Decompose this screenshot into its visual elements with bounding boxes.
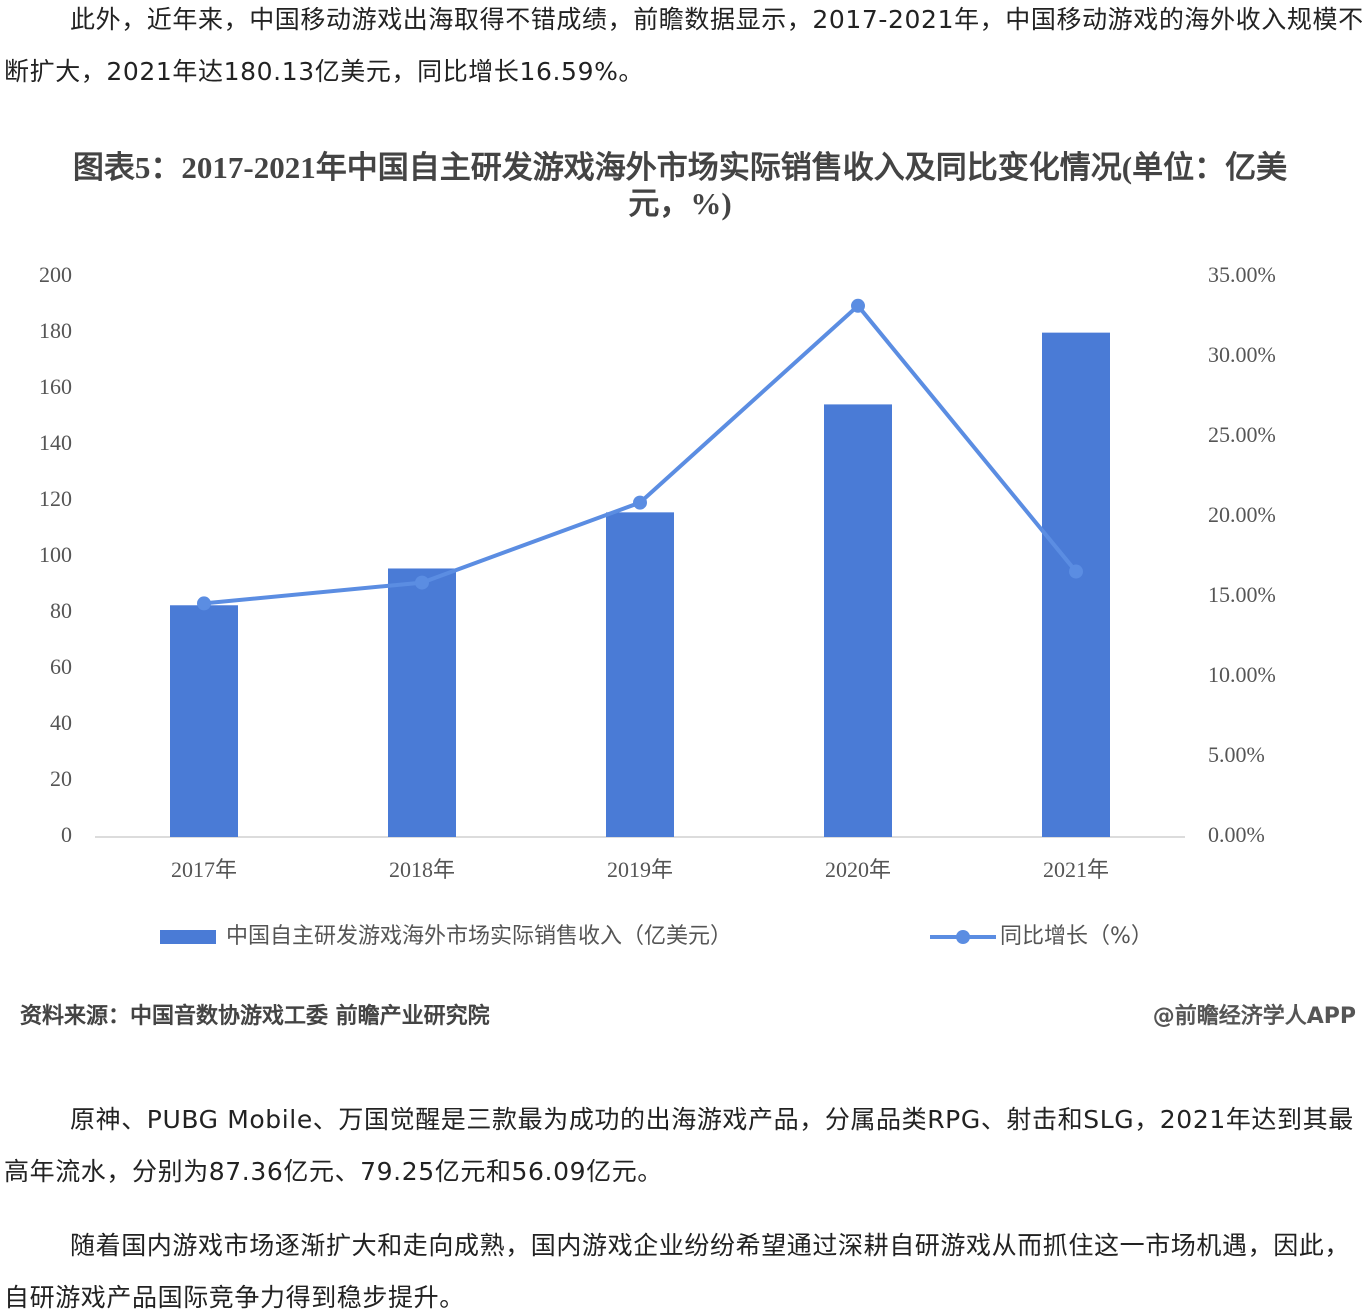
line-point xyxy=(415,575,429,590)
x-tick-label: 2018年 xyxy=(389,857,455,882)
paragraph: 随着国内游戏市场逐渐扩大和走向成熟，国内游戏企业纷纷希望通过深耕自研游戏从而抓住… xyxy=(4,1231,1351,1312)
y2-tick-label: 25.00% xyxy=(1208,422,1276,447)
y2-tick-label: 15.00% xyxy=(1208,582,1276,607)
paragraph: 此外，近年来，中国移动游戏出海取得不错成绩，前瞻数据显示，2017-2021年，… xyxy=(4,5,1364,86)
legend-swatch xyxy=(956,930,970,944)
y-tick-label: 180 xyxy=(39,318,72,343)
y-tick-label: 120 xyxy=(39,486,72,511)
line-point xyxy=(851,298,865,313)
bar xyxy=(606,512,674,837)
y-tick-label: 100 xyxy=(39,542,72,567)
y2-tick-label: 5.00% xyxy=(1208,742,1265,767)
y-tick-label: 40 xyxy=(50,710,72,735)
y2-tick-label: 30.00% xyxy=(1208,342,1276,367)
x-tick-label: 2020年 xyxy=(825,857,891,882)
y-tick-label: 200 xyxy=(39,262,72,287)
paragraph: 原神、PUBG Mobile、万国觉醒是三款最为成功的出海游戏产品，分属品类RP… xyxy=(4,1105,1354,1186)
x-tick-label: 2017年 xyxy=(171,857,237,882)
y-tick-label: 20 xyxy=(50,766,72,791)
legend-label: 中国自主研发游戏海外市场实际销售收入（亿美元） xyxy=(226,924,732,949)
chart-credit: @前瞻经济学人APP xyxy=(1153,1003,1356,1029)
y2-tick-label: 10.00% xyxy=(1208,662,1276,687)
y2-tick-label: 0.00% xyxy=(1208,822,1265,847)
x-tick-label: 2021年 xyxy=(1043,857,1109,882)
legend-swatch xyxy=(160,930,216,944)
y2-tick-label: 20.00% xyxy=(1208,502,1276,527)
y-tick-label: 80 xyxy=(50,598,72,623)
y-tick-label: 160 xyxy=(39,374,72,399)
y-tick-label: 60 xyxy=(50,654,72,679)
line-point xyxy=(1069,564,1083,579)
x-tick-label: 2019年 xyxy=(607,857,673,882)
bar xyxy=(824,404,892,837)
line-point xyxy=(197,596,211,611)
legend-label: 同比增长（%） xyxy=(1000,924,1153,949)
y-tick-label: 140 xyxy=(39,430,72,455)
chart-source: 资料来源：中国音数协游戏工委 前瞻产业研究院 xyxy=(20,1003,490,1029)
bar xyxy=(388,568,456,837)
chart-title: 图表5：2017-2021年中国自主研发游戏海外市场实际销售收入及同比变化情况(… xyxy=(72,150,1288,221)
bar xyxy=(170,605,238,837)
y2-tick-label: 35.00% xyxy=(1208,262,1276,287)
bar xyxy=(1042,332,1110,837)
y-tick-label: 0 xyxy=(61,822,72,847)
line-point xyxy=(633,495,647,510)
